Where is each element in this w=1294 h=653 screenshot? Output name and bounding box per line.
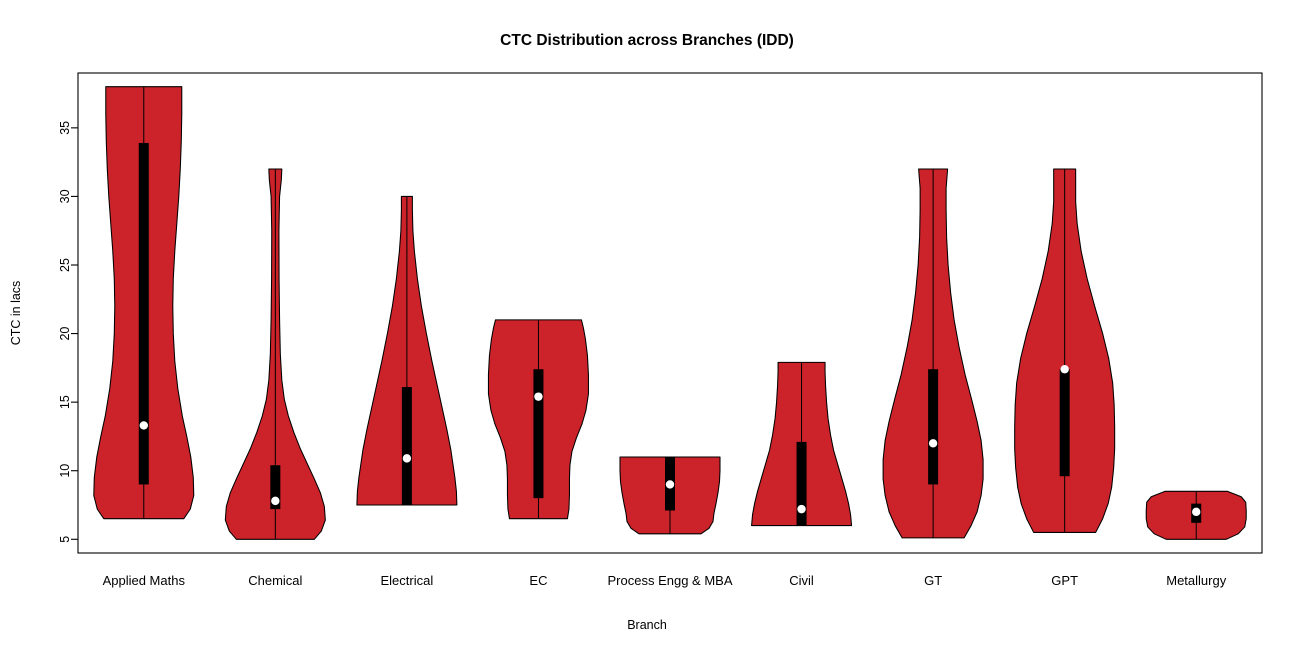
y-tick-label: 20 bbox=[58, 327, 72, 341]
y-tick-label: 5 bbox=[58, 536, 72, 543]
y-axis-title: CTC in lacs bbox=[9, 281, 23, 346]
x-tick-label: EC bbox=[529, 573, 547, 588]
median-point bbox=[797, 504, 806, 514]
x-tick-label: Metallurgy bbox=[1166, 573, 1226, 588]
violin-electrical bbox=[356, 195, 458, 506]
y-axis: 5 10 15 20 25 30 35 bbox=[58, 121, 78, 543]
x-axis-title: Branch bbox=[627, 618, 667, 632]
y-tick-label: 25 bbox=[58, 258, 72, 272]
violin-gt bbox=[882, 168, 984, 539]
violin-civil bbox=[751, 361, 853, 527]
x-tick-label: Chemical bbox=[248, 573, 302, 588]
violin-series-group bbox=[93, 86, 1247, 540]
y-tick-label: 10 bbox=[58, 464, 72, 478]
y-tick-label: 30 bbox=[58, 189, 72, 203]
violin-ec bbox=[487, 319, 589, 520]
median-point bbox=[139, 421, 148, 430]
median-point bbox=[665, 480, 675, 489]
median-point bbox=[1060, 365, 1069, 374]
violin-metallurgy bbox=[1145, 490, 1247, 540]
violin-process-engg-mba bbox=[619, 456, 721, 535]
iqr-box bbox=[138, 142, 149, 485]
violin-applied-maths bbox=[93, 86, 195, 520]
x-tick-label: Process Engg & MBA bbox=[608, 573, 733, 588]
y-tick-label: 15 bbox=[58, 395, 72, 409]
iqr-box bbox=[1059, 369, 1070, 477]
iqr-box bbox=[796, 441, 807, 526]
violin-chemical bbox=[224, 168, 326, 540]
iqr-box bbox=[270, 465, 281, 510]
x-axis: Applied Maths Chemical Electrical EC Process… bbox=[103, 573, 1227, 588]
plot-frame bbox=[77, 72, 1263, 554]
y-tick-label: 35 bbox=[58, 121, 72, 135]
iqr-box bbox=[533, 369, 544, 499]
median-point bbox=[928, 439, 938, 448]
x-tick-label: Electrical bbox=[381, 573, 434, 588]
x-tick-label: GPT bbox=[1051, 573, 1078, 588]
chart-title: CTC Distribution across Branches (IDD) bbox=[500, 32, 794, 49]
median-point bbox=[1192, 507, 1201, 517]
x-tick-label: Civil bbox=[789, 573, 814, 588]
violin-gpt bbox=[1014, 168, 1116, 533]
iqr-box bbox=[401, 387, 412, 505]
x-tick-label: GT bbox=[924, 573, 942, 588]
median-point bbox=[271, 496, 280, 506]
x-tick-label: Applied Maths bbox=[103, 573, 186, 588]
median-point bbox=[402, 454, 412, 463]
iqr-box bbox=[928, 369, 939, 485]
median-point bbox=[534, 392, 543, 401]
